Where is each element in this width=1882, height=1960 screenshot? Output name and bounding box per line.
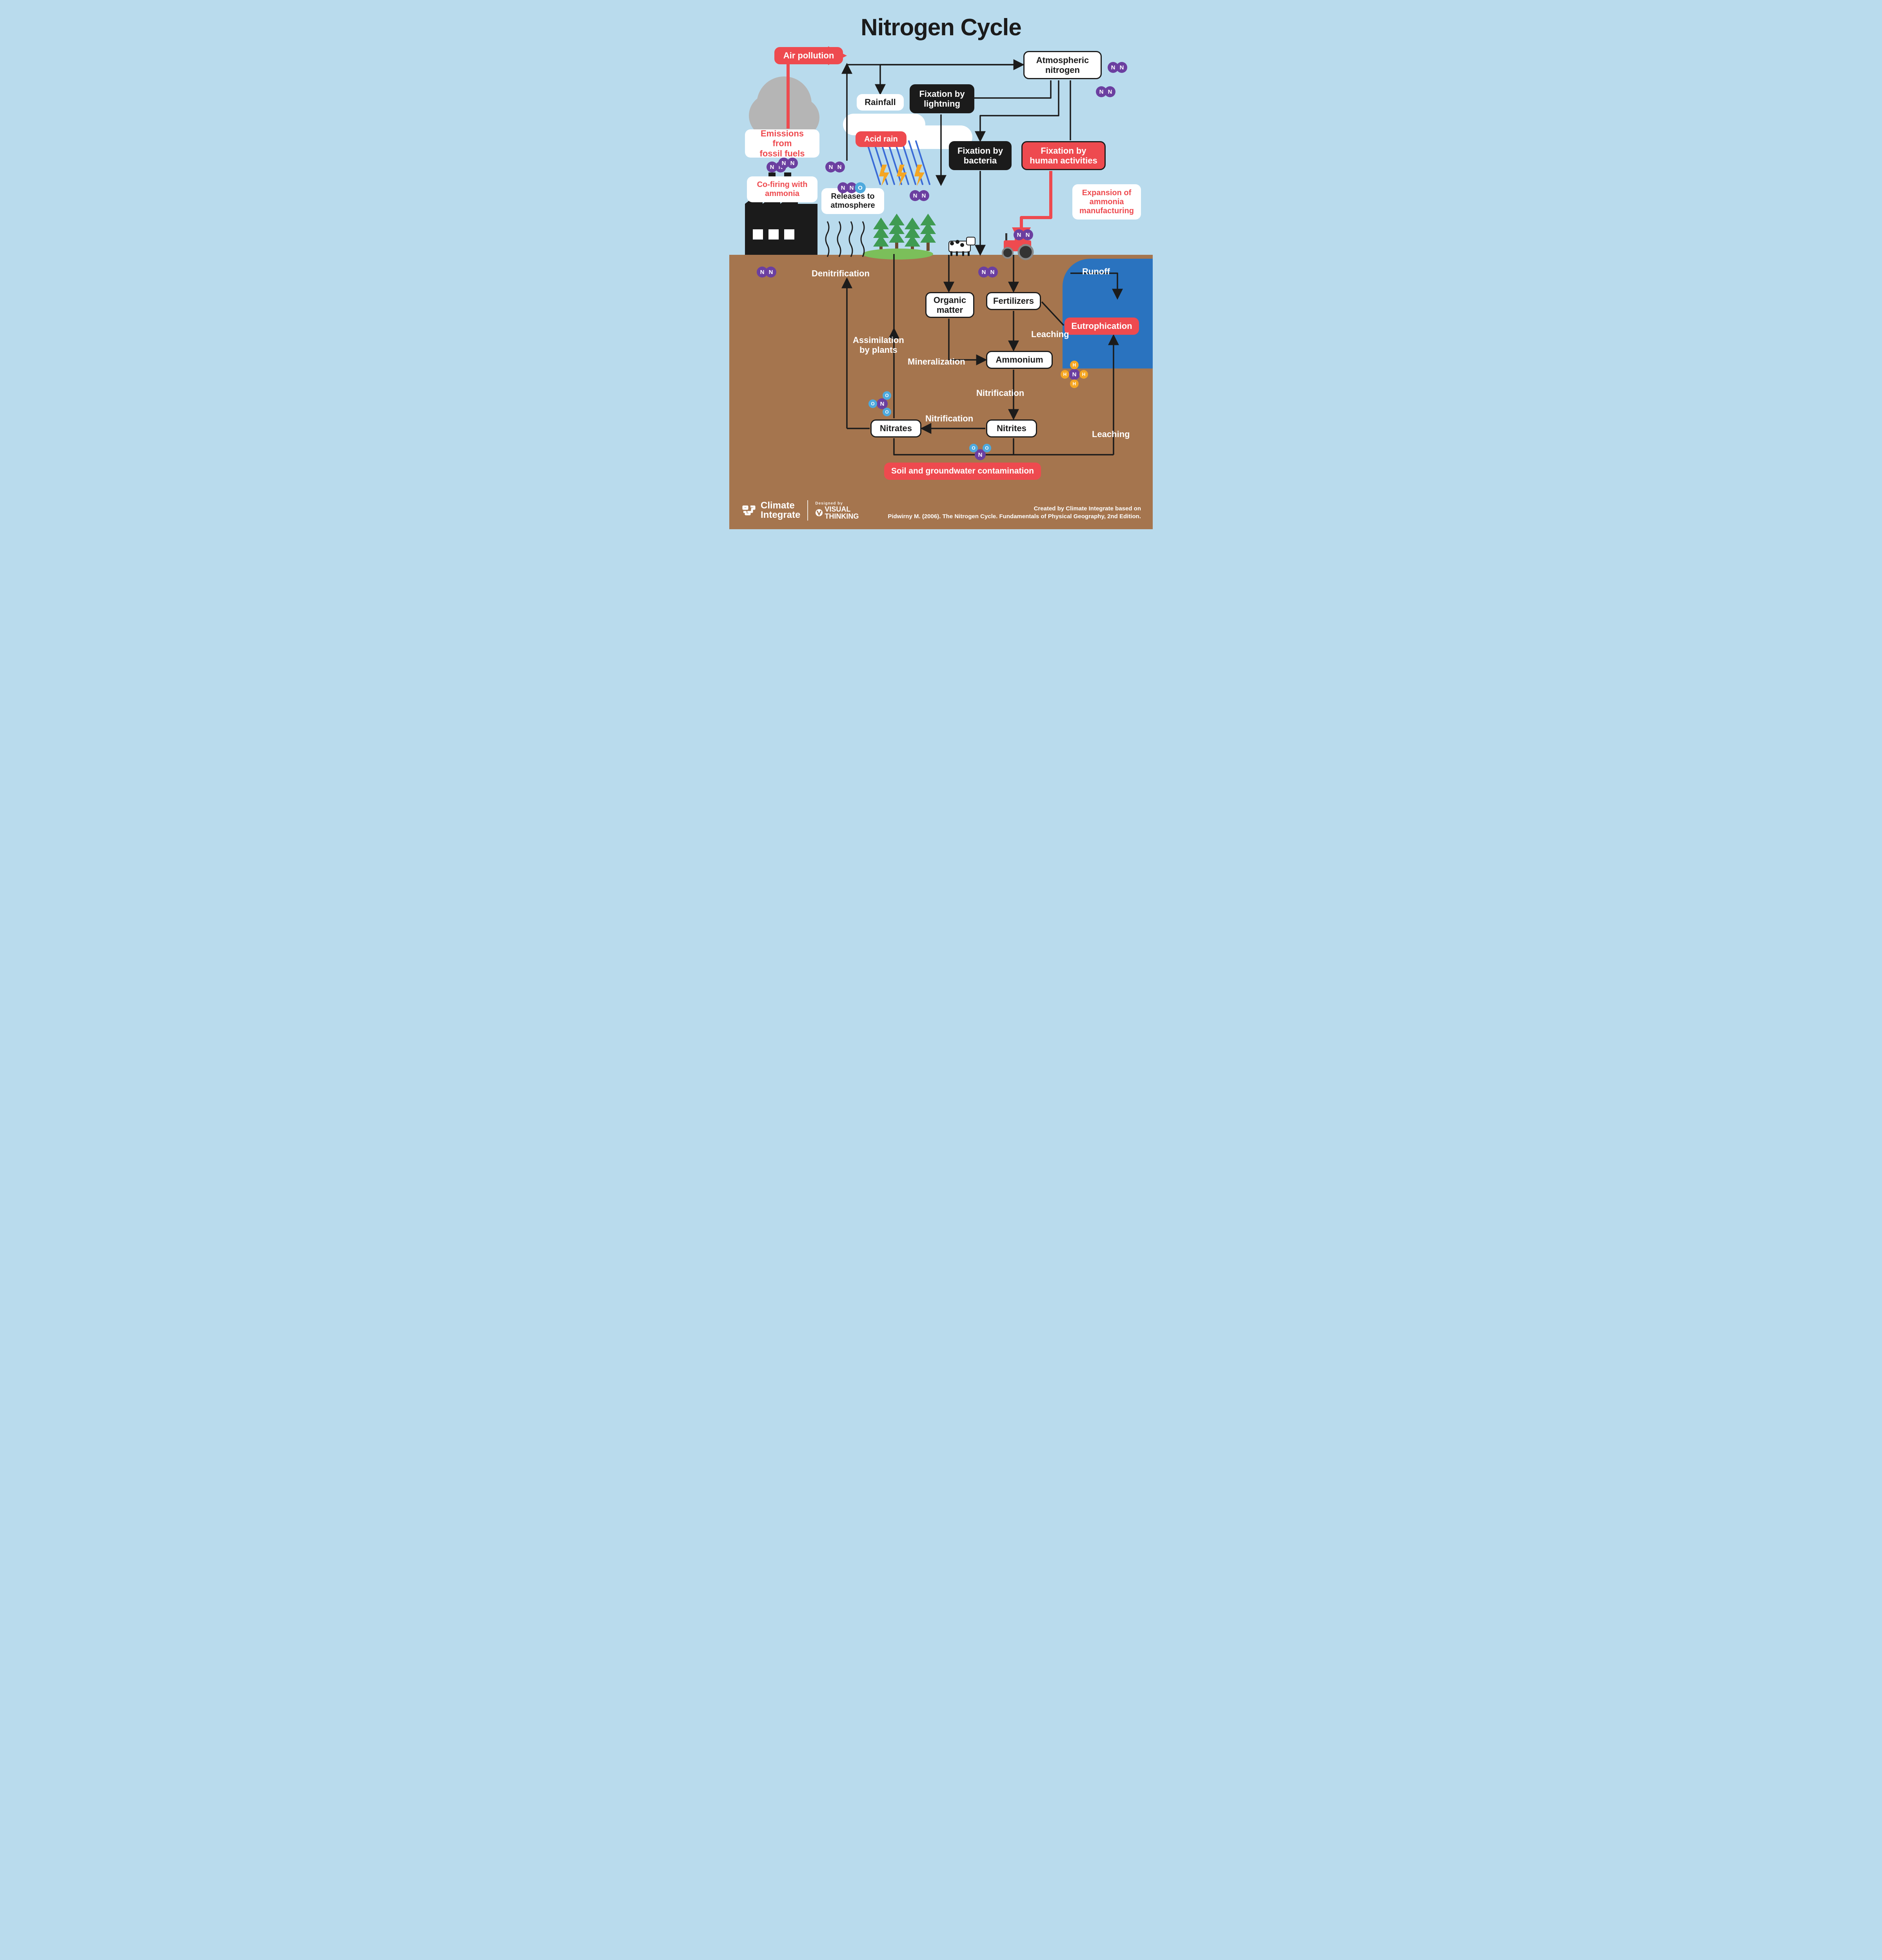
- molecule-nitrate: NOOO: [868, 390, 896, 417]
- atom-N: N: [1116, 62, 1127, 73]
- diagram-stage: Nitrogen Cycle Air pollution Atmosphericn…: [729, 0, 1153, 529]
- label-runoff: Runoff: [1082, 267, 1110, 276]
- node-acid_rain: Acid rain: [856, 131, 906, 147]
- node-nitrites: Nitrites: [986, 419, 1037, 437]
- atom-N: N: [987, 267, 998, 278]
- atom-N: N: [1104, 86, 1115, 97]
- atom-N: N: [834, 162, 845, 172]
- molecule-m8: NN: [757, 267, 776, 278]
- molecule-m2: NN: [1096, 86, 1115, 97]
- molecule-m4: NN: [825, 162, 845, 172]
- brand-vt2: THINKING: [825, 513, 859, 520]
- molecule-m7: NN: [778, 158, 798, 169]
- brand-icon: [741, 503, 757, 518]
- atom-O: O: [855, 182, 866, 193]
- brand-designer: Designed by VISUAL THINKING: [815, 501, 859, 520]
- node-soil_contam: Soil and groundwater contamination: [884, 463, 1041, 480]
- brand-block: Climate Integrate Designed by VISUAL THI…: [741, 500, 859, 521]
- molecule-m3: NN: [910, 190, 929, 201]
- node-fertilizers: Fertilizers: [986, 292, 1041, 310]
- node-eutroph: Eutrophication: [1065, 318, 1139, 335]
- node-fix_bacteria: Fixation bybacteria: [949, 141, 1012, 170]
- molecule-m9: NN: [978, 267, 998, 278]
- credit-l2: Pidwirny M. (2006). The Nitrogen Cycle. …: [888, 513, 1141, 521]
- label-mineralization: Mineralization: [908, 357, 965, 367]
- node-atm_nitrogen: Atmosphericnitrogen: [1023, 51, 1102, 79]
- brand-vt1: VISUAL: [825, 506, 859, 513]
- brand-logo: Climate Integrate: [741, 501, 800, 520]
- node-expansion: Expansion ofammoniamanufacturing: [1072, 184, 1141, 220]
- node-fix_lightning: Fixation bylightning: [910, 84, 974, 113]
- atom-N: N: [787, 158, 798, 169]
- brand-line2: Integrate: [761, 510, 800, 520]
- molecule-m5: NNO: [837, 182, 866, 193]
- atom-N: N: [1022, 229, 1033, 240]
- vt-icon: [815, 509, 823, 517]
- molecule-nitrite: NOO: [966, 441, 994, 468]
- label-denitrification: Denitrification: [812, 269, 870, 278]
- brand-divider: [807, 500, 808, 521]
- brand-sub: Designed by: [815, 501, 859, 506]
- page-title: Nitrogen Cycle: [729, 14, 1153, 41]
- label-leaching1: Leaching: [1031, 329, 1069, 339]
- node-cofiring: Co-firing withammonia: [747, 176, 817, 202]
- node-organic: Organicmatter: [925, 292, 974, 318]
- label-assimilation: Assimilationby plants: [853, 335, 904, 355]
- label-nitrif2: Nitrification: [925, 414, 973, 423]
- label-nitrif1: Nitrification: [976, 388, 1024, 398]
- credit-text: Created by Climate Integrate based on Pi…: [888, 505, 1141, 521]
- node-ammonium: Ammonium: [986, 351, 1053, 369]
- atom-N: N: [765, 267, 776, 278]
- molecule-m1: NN: [1108, 62, 1127, 73]
- node-air_pollution: Air pollution: [774, 47, 843, 64]
- node-rainfall: Rainfall: [857, 94, 904, 111]
- node-nitrates: Nitrates: [870, 419, 921, 437]
- node-emissions: Emissions fromfossil fuels: [745, 129, 819, 158]
- credit-l1: Created by Climate Integrate based on: [888, 505, 1141, 513]
- label-leaching2: Leaching: [1092, 429, 1130, 439]
- molecule-m10: NN: [1014, 229, 1033, 240]
- node-fix_human: Fixation byhuman activities: [1021, 141, 1106, 170]
- atom-N: N: [918, 190, 929, 201]
- brand-line1: Climate: [761, 501, 800, 510]
- molecule-ammonium: NHHHH: [1061, 361, 1088, 388]
